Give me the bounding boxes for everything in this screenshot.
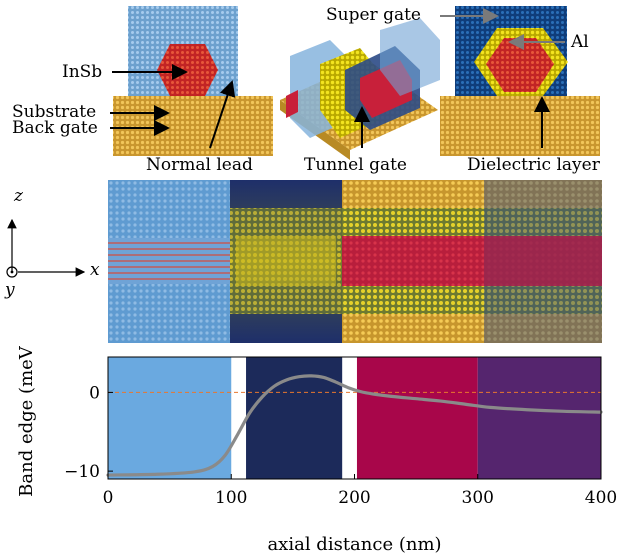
normal-lead-render bbox=[113, 6, 273, 156]
axis-label-y: y bbox=[5, 280, 15, 300]
label-al: Al bbox=[571, 32, 589, 52]
x-tick-label: 300 bbox=[462, 488, 494, 508]
x-axis-label: axial distance (nm) bbox=[267, 534, 441, 555]
x-tick-label: 400 bbox=[585, 488, 617, 508]
coordinate-axes bbox=[6, 218, 86, 278]
axial-section-render bbox=[108, 180, 602, 343]
tunnel-gate-render bbox=[280, 18, 440, 160]
band-edge-curve bbox=[106, 374, 603, 477]
region-band-2 bbox=[356, 357, 478, 479]
label-insb: InSb bbox=[62, 62, 103, 82]
axis-label-x: x bbox=[90, 260, 100, 280]
region-band-3 bbox=[477, 357, 601, 479]
label-back-gate: Back gate bbox=[12, 118, 98, 138]
device-renders bbox=[110, 6, 600, 160]
super-gate-render bbox=[440, 6, 600, 156]
out-of-plane-icon bbox=[6, 266, 18, 278]
label-tunnel-gate: Tunnel gate bbox=[304, 155, 407, 175]
arrow-normal-lead bbox=[209, 80, 236, 149]
label-dielectric-layer: Dielectric layer bbox=[467, 155, 600, 175]
region-band-0 bbox=[108, 357, 232, 479]
label-normal-lead: Normal lead bbox=[146, 155, 253, 175]
y-tick-label: −10 bbox=[64, 462, 100, 482]
label-super-gate: Super gate bbox=[326, 5, 421, 25]
x-tick-label: 100 bbox=[215, 488, 247, 508]
y-tick-label: 0 bbox=[89, 383, 100, 403]
y-axis-label: Band edge (meV) bbox=[16, 345, 37, 497]
axis-label-z: z bbox=[14, 186, 23, 206]
band-edge-chart: 0 100 200 300 400 −100 axial distance (nm) B… bbox=[16, 345, 617, 555]
label-substrate: Substrate bbox=[12, 102, 97, 122]
region-band-1 bbox=[246, 357, 343, 479]
x-tick-label: 200 bbox=[338, 488, 370, 508]
x-tick-label: 0 bbox=[103, 488, 114, 508]
